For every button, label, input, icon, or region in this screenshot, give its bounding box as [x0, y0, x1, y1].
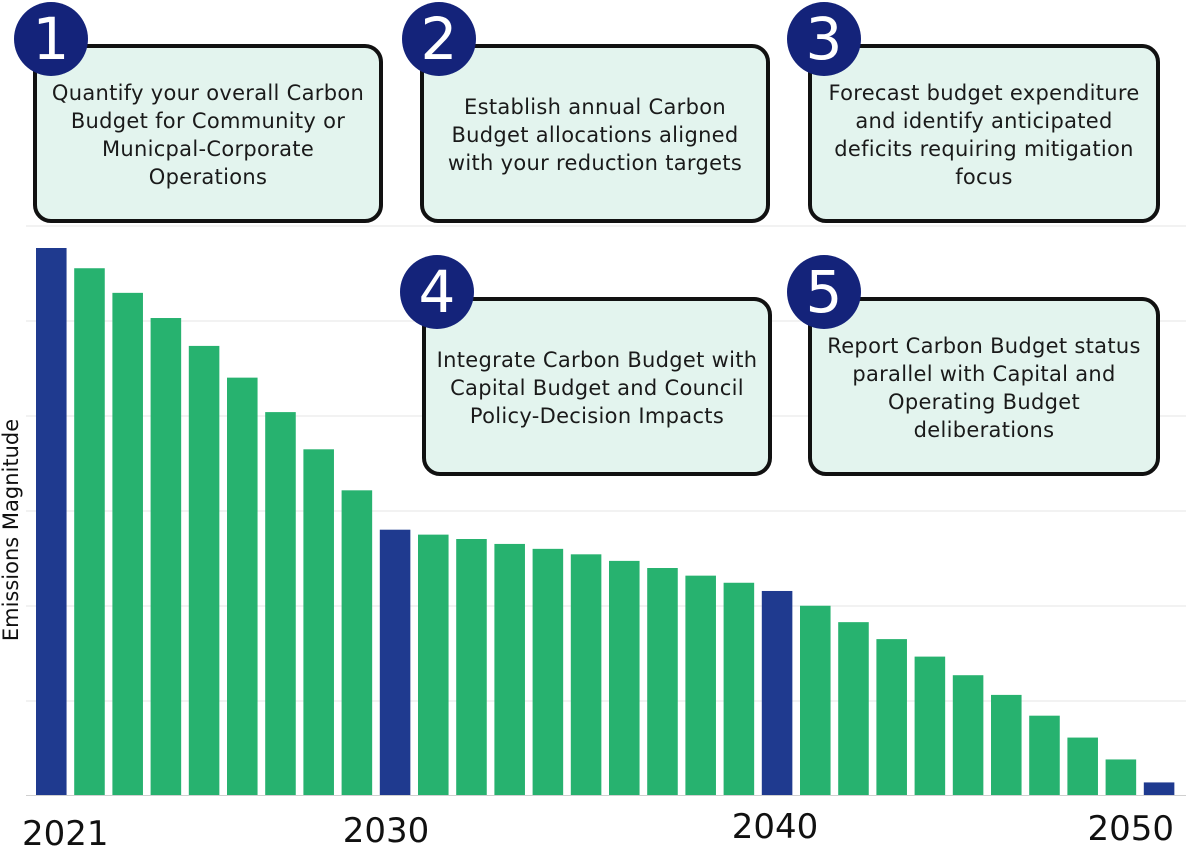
- bar-2022: [74, 268, 105, 795]
- step-card-4: Integrate Carbon Budget with Capital Bud…: [422, 297, 772, 476]
- bar-2027: [265, 412, 296, 795]
- step-badge-1: 1: [14, 2, 88, 76]
- bar-2047: [1029, 715, 1060, 795]
- bar-2021: [36, 248, 67, 795]
- bar-2041: [800, 605, 831, 795]
- bars: [36, 248, 1175, 795]
- x-tick-labels: 2021 2030 2040 2050: [22, 807, 1174, 846]
- bar-2023: [112, 292, 143, 795]
- step-badge-5: 5: [787, 255, 861, 329]
- bar-2036: [609, 560, 640, 795]
- bar-2040: [761, 590, 793, 795]
- bar-2038: [685, 575, 716, 795]
- step-card-2: Establish annual Carbon Budget allocatio…: [420, 44, 770, 223]
- bar-2033: [494, 543, 525, 795]
- step-badge-3: 3: [787, 2, 861, 76]
- step-4-text: Integrate Carbon Budget with Capital Bud…: [436, 347, 758, 428]
- bar-2043: [876, 639, 907, 795]
- bar-2044: [914, 656, 946, 795]
- step-badge-2: 2: [402, 2, 476, 76]
- step-card-5: Report Carbon Budget status parallel wit…: [808, 297, 1160, 476]
- x-tick-label-2030: 2030: [343, 811, 430, 846]
- bar-2042: [838, 622, 869, 795]
- x-tick-label-2050: 2050: [1087, 809, 1174, 846]
- bar-2025: [188, 345, 220, 795]
- x-tick-label-2021: 2021: [22, 814, 109, 846]
- step-badge-4: 4: [400, 255, 474, 329]
- bar-2026: [227, 377, 258, 795]
- bar-2030: [379, 529, 411, 795]
- step-3-text: Forecast budget expenditure and identify…: [828, 80, 1140, 189]
- step-card-3: Forecast budget expenditure and identify…: [808, 44, 1160, 223]
- bar-2031: [418, 534, 449, 795]
- x-tick-label-2040: 2040: [732, 807, 819, 846]
- bar-2045: [952, 675, 984, 795]
- bar-2029: [341, 490, 373, 795]
- bar-2024: [150, 318, 182, 795]
- step-card-1: Quantify your overall Carbon Budget for …: [33, 44, 383, 223]
- bar-2048: [1067, 737, 1098, 795]
- y-axis-label: Emissions Magnitude: [0, 419, 23, 641]
- bar-2050: [1143, 782, 1175, 795]
- bar-2037: [647, 568, 678, 795]
- bar-2034: [532, 548, 564, 795]
- step-5-text: Report Carbon Budget status parallel wit…: [827, 333, 1141, 442]
- bar-2039: [723, 582, 755, 795]
- bar-2049: [1105, 759, 1137, 795]
- bar-2046: [991, 694, 1022, 795]
- step-2-text: Establish annual Carbon Budget allocatio…: [447, 94, 743, 175]
- bar-2035: [570, 554, 602, 795]
- bar-2032: [456, 539, 487, 795]
- bar-2028: [303, 449, 334, 795]
- step-1-text: Quantify your overall Carbon Budget for …: [51, 80, 365, 189]
